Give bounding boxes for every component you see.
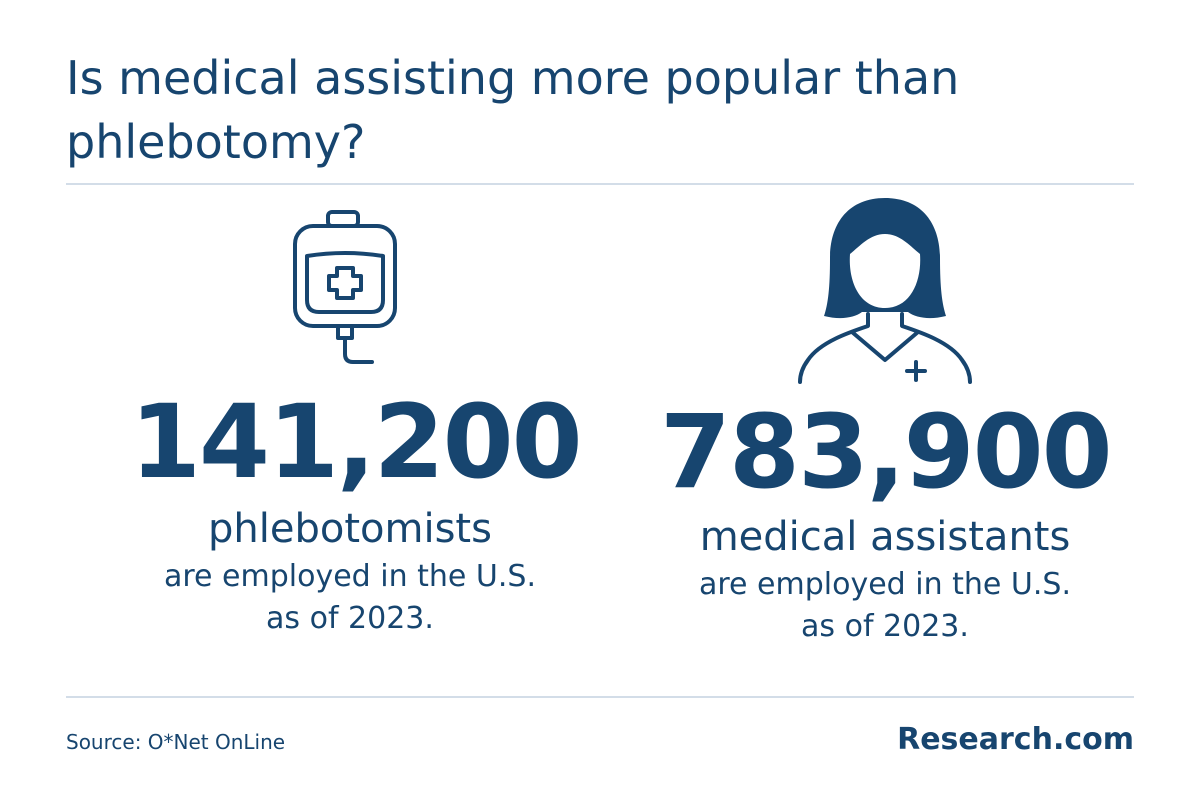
phlebotomists-desc-line1: are employed in the U.S. [164,559,536,594]
source-text: Source: O*Net OnLine [66,730,286,754]
medical-assistants-label: medical assistants [699,514,1071,560]
medical-assistants-desc-line1: are employed in the U.S. [699,567,1071,602]
medical-assistants-stat: 783,900 medical assistants are employed … [660,190,1113,670]
phlebotomists-number: 141,200 [130,383,583,502]
medical-assistants-desc-line2: as of 2023. [801,609,969,644]
medical-assistants-number: 783,900 [660,393,1113,512]
phlebotomists-stat: 141,200 phlebotomists are employed in th… [130,200,583,670]
top-divider [66,183,1134,185]
page-title: Is medical assisting more popular than p… [66,51,960,169]
phlebotomists-desc-line2: as of 2023. [266,601,434,636]
iv-bag-icon [290,206,400,366]
brand-logo: Research.com [897,722,1134,757]
bottom-divider [66,696,1134,698]
medical-assistant-icon [790,192,980,384]
phlebotomists-label: phlebotomists [208,506,492,552]
